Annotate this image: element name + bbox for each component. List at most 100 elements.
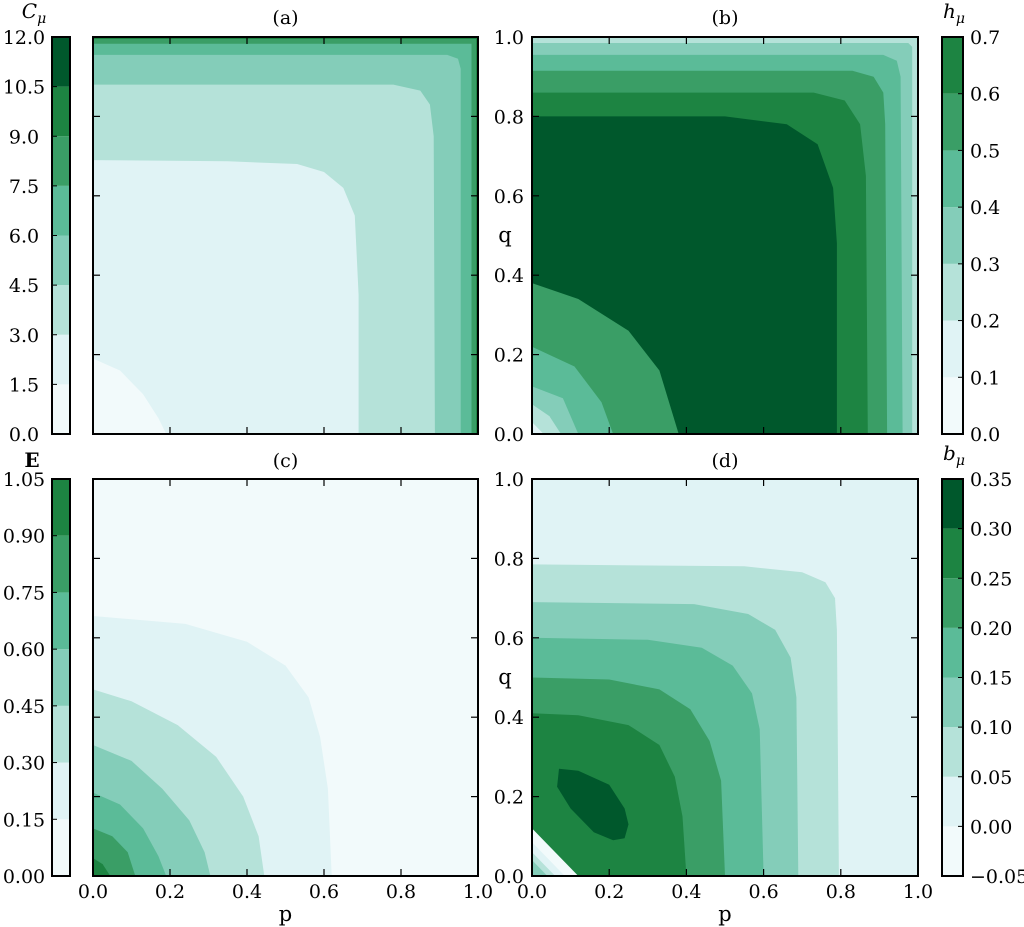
colorbar-d: bμ −0.05 0.00 0.05 0.10 0.15 0.20 0.25 0.30 0.35	[941, 441, 1024, 888]
panel-d-yticklabel: 0.6	[494, 628, 524, 650]
colorbar-d-ticklabel: 0.05	[970, 767, 1012, 789]
colorbar-a-ticklabel: 9.0	[9, 126, 39, 148]
panel-d-xticklabel: 1.0	[903, 881, 933, 903]
colorbar-a-ticklabel: 1.5	[9, 374, 39, 396]
colorbar-b-ticklabel: 0.6	[970, 84, 1000, 106]
colorbar-a-segment	[52, 334, 70, 385]
panel-d-yticklabel: 0.8	[494, 548, 524, 570]
colorbar-a-segment	[52, 384, 70, 434]
panel-d-xticklabel: 0.6	[748, 881, 778, 903]
panel-b-yticklabel: 0.4	[494, 265, 524, 287]
colorbar-a-segment	[52, 285, 70, 335]
panel-d-yticklabel: 1.0	[494, 469, 524, 491]
colorbar-a-segment	[52, 86, 70, 137]
panel-b-band-i0	[532, 422, 544, 434]
colorbar-a-segment	[52, 136, 70, 186]
panel-d-xticklabel: 0.0	[517, 881, 547, 903]
panel-d-xlabel: p	[718, 902, 731, 926]
colorbar-b-ticklabel: 0.3	[970, 254, 1000, 276]
panel-c-band-5	[93, 858, 111, 876]
panel-c-band-4	[93, 828, 136, 876]
colorbar-a-ticklabel: 10.5	[3, 77, 45, 99]
panel-b-band-7	[532, 37, 918, 434]
panel-b-title: (b)	[712, 7, 739, 29]
panel-b: 0.0 0.2 0.4 0.6 0.8 1.0 (b) q	[494, 7, 919, 446]
colorbar-d-segment	[942, 528, 963, 579]
panel-c-title: (c)	[273, 450, 298, 472]
panel-c-xlabel: p	[279, 902, 292, 926]
colorbar-a-ticklabel: 0.0	[9, 424, 39, 446]
panel-a-band-2	[93, 37, 478, 434]
colorbar-b-ticklabel: 0.5	[970, 140, 1000, 162]
colorbar-a-segment	[52, 37, 70, 87]
colorbar-d-ticklabel: 0.25	[970, 568, 1012, 590]
panel-b-frame	[531, 36, 919, 435]
panel-c-frame	[92, 478, 479, 877]
panel-d-xticklabel: 0.8	[826, 881, 856, 903]
panel-b-band-i1	[532, 404, 561, 434]
colorbar-c-segment	[52, 592, 70, 650]
panel-c-xticklabel: 0.6	[309, 881, 339, 903]
panel-c-xticklabel: 0.0	[78, 881, 108, 903]
colorbar-b-segment	[942, 93, 963, 151]
panel-b-yticklabel: 0.8	[494, 106, 524, 128]
colorbar-c-ticklabel: 0.30	[3, 753, 45, 775]
colorbar-d-segment	[942, 776, 963, 827]
colorbar-b-segment	[942, 37, 963, 94]
panel-d: 0.0 0.2 0.4 0.6 0.8 1.0 0.0 0.2 0.4 0.6 0.8 1.0 (d…	[494, 450, 933, 926]
colorbar-c-segment	[52, 762, 70, 820]
colorbar-a-ticklabel: 12.0	[3, 27, 45, 49]
panel-c-ticks	[92, 478, 479, 877]
panel-a-title: (a)	[272, 7, 298, 29]
colorbar-c-label: E	[24, 448, 39, 472]
panel-b-yticklabel: 0.2	[494, 345, 524, 367]
colorbar-a-label: Cμ	[22, 0, 46, 27]
colorbar-b-ticklabel: 0.7	[970, 27, 1000, 49]
colorbar-c-segment	[52, 705, 70, 763]
colorbar-d-ticklabel: 0.00	[970, 816, 1012, 838]
colorbar-d-label: bμ	[943, 441, 965, 469]
colorbar-b-segment	[942, 207, 963, 264]
colorbar-d-segment	[942, 677, 963, 728]
panel-b-ticks	[531, 36, 919, 435]
panel-d-band-6	[532, 860, 548, 876]
panel-a-contours	[93, 37, 478, 434]
panel-c: 0.0 0.2 0.4 0.6 0.8 1.0 (c) p	[78, 450, 493, 926]
panel-a-band-0	[93, 358, 167, 434]
panel-c-contours	[93, 479, 478, 876]
panel-d-xticklabel: 0.4	[671, 881, 701, 903]
colorbar-b-segment	[942, 377, 963, 434]
colorbar-d-ticklabel: 0.35	[970, 469, 1012, 491]
colorbar-b-segment	[942, 320, 963, 378]
panel-d-yticklabel: 0.0	[494, 866, 524, 888]
colorbar-c-ticklabel: 1.05	[3, 469, 45, 491]
colorbar-c-segment	[52, 535, 70, 593]
colorbar-d-ticklabel: 0.10	[970, 717, 1012, 739]
colorbar-c-segment	[52, 649, 70, 706]
panel-d-yticklabel: 0.2	[494, 787, 524, 809]
panel-d-band-5	[557, 768, 629, 841]
colorbar-b-ticklabel: 0.4	[970, 197, 1000, 219]
panel-b-yticklabel: 0.0	[494, 424, 524, 446]
colorbar-c: E 0.00 0.15 0.30 0.45 0.60 0.75 0.90 1.05	[3, 448, 71, 888]
panel-a: (a)	[92, 7, 479, 435]
colorbar-b-segment	[942, 263, 963, 321]
colorbar-c-ticklabel: 0.90	[3, 526, 45, 548]
panel-d-ticks	[531, 478, 919, 877]
panel-c-xticklabel: 0.4	[232, 881, 262, 903]
colorbar-c-frame	[51, 478, 71, 877]
panel-d-ylabel: q	[498, 665, 511, 689]
colorbar-d-ticklabel: 0.20	[970, 618, 1012, 640]
colorbar-c-segment	[52, 819, 70, 876]
panel-a-frame	[92, 36, 479, 435]
colorbar-b: hμ 0.0 0.1 0.2 0.3 0.4 0.5 0.6 0.7	[941, 0, 1000, 446]
panel-d-contours	[532, 479, 918, 876]
colorbar-d-segment	[942, 479, 963, 529]
colorbar-d-segment	[942, 578, 963, 628]
colorbar-d-segment	[942, 727, 963, 777]
panel-d-yticklabels: 0.0 0.2 0.4 0.6 0.8 1.0	[494, 469, 524, 888]
panel-c-xticklabel: 0.2	[155, 881, 185, 903]
panel-c-xticklabels: 0.0 0.2 0.4 0.6 0.8 1.0	[78, 881, 493, 903]
panel-d-frame	[531, 478, 919, 877]
